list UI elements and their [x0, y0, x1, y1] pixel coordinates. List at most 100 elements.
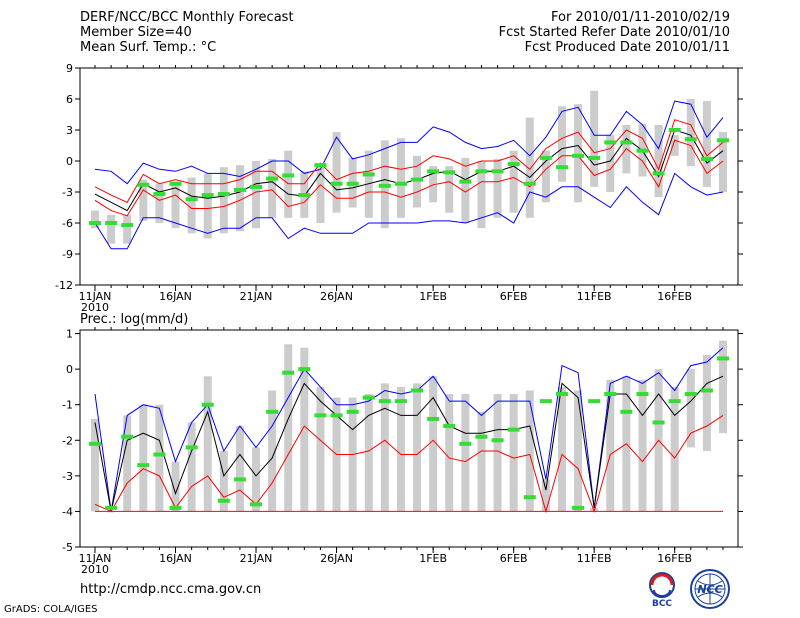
prec-spread-box [445, 394, 454, 512]
prec-spread-box [91, 418, 99, 512]
temp-spread-box [509, 150, 518, 213]
prec-spread-box [268, 390, 277, 512]
prec-observed-marker [89, 441, 101, 446]
prec-observed-marker [314, 413, 327, 418]
prec-spread-box [686, 369, 695, 448]
temp-spread-box [364, 150, 373, 218]
temp-spread-box [574, 104, 583, 203]
temp-spread-box [461, 157, 470, 223]
temp-frame [79, 67, 739, 286]
temp-observed-marker [411, 177, 424, 182]
prec-observed-marker [201, 402, 214, 407]
grads-credit: GrADS: COLA/IGES [4, 604, 98, 615]
prec-spread-box [219, 450, 228, 512]
prec-observed-marker [459, 441, 472, 446]
temp-observed-marker [555, 165, 568, 170]
prec-observed-marker [700, 388, 713, 393]
prec-observed-marker [185, 445, 198, 450]
temp-ytick-label: 3 [66, 124, 73, 137]
temp-xtick-label: 11FEB [577, 290, 612, 303]
temp-spread-box [155, 183, 164, 223]
temp-xtick-label: 26JAN [320, 290, 353, 303]
temp-ytick-label: 9 [66, 62, 73, 75]
prec-observed-marker [588, 399, 601, 404]
prec-spread-box [719, 340, 727, 434]
temp-observed-marker [717, 138, 729, 143]
prec-observed-marker [250, 502, 263, 507]
prec-spread-box [139, 404, 148, 512]
temp-observed-marker [153, 192, 166, 197]
prec-spread-box [638, 379, 647, 512]
prec-spread-box [300, 347, 309, 512]
temp-ytick-label: -9 [62, 248, 73, 261]
prec-observed-marker [121, 434, 134, 439]
prec-frame [79, 329, 739, 548]
prec-observed-marker [362, 395, 375, 400]
temp-spread-box [445, 166, 454, 213]
temp-spread-box [268, 158, 277, 218]
temp-spread-box [525, 117, 534, 218]
temp-spread-box [332, 132, 341, 213]
prec-observed-marker [572, 505, 585, 510]
temp-xtick-label: 11JAN [79, 290, 112, 303]
temp-spread-box [139, 179, 148, 221]
temp-spread-box [235, 165, 244, 232]
temp-observed-marker [266, 176, 279, 181]
temp-observed-marker [572, 153, 585, 158]
temp-ytick-label: -6 [62, 217, 73, 230]
prec-spread-box [187, 422, 196, 512]
prec-spread-box [396, 386, 405, 512]
prec-observed-marker [684, 392, 697, 397]
prec-observed-marker [636, 392, 649, 397]
prec-spread-box [461, 394, 470, 512]
source-url[interactable]: http://cmdp.ncc.cma.gov.cn [80, 582, 262, 597]
prec-spread-box [123, 415, 132, 512]
prec-xtick-label: 16FEB [657, 552, 692, 565]
prec-ytick-label: -1 [62, 399, 73, 412]
prec-observed-marker [411, 388, 424, 393]
prec-observed-marker [652, 420, 665, 425]
temp-ytick-label: -3 [62, 186, 73, 199]
temp-spread-box [654, 124, 663, 198]
prec-observed-marker [475, 434, 488, 439]
temp-series-min [94, 172, 724, 250]
temp-observed-marker [346, 181, 359, 186]
temp-ytick-label: 0 [66, 155, 73, 168]
temp-spread-box [187, 177, 196, 234]
temp-xtick-label: 16FEB [657, 290, 692, 303]
temp-series-upper [94, 119, 724, 203]
prec-spread-box [155, 404, 164, 512]
prec-observed-marker [378, 399, 391, 404]
temp-spread-box [413, 155, 422, 208]
ncc-logo-text: NCC [697, 583, 722, 596]
temp-observed-marker [652, 171, 665, 176]
prec-observed-marker [717, 356, 729, 361]
temp-observed-marker [282, 173, 295, 178]
prec-ytick-label: -3 [62, 470, 73, 483]
prec-spread-box [284, 344, 293, 512]
temp-observed-marker [523, 181, 536, 186]
bcc-logo-icon: BCC [649, 572, 675, 608]
prec-xtick-label: 16JAN [159, 552, 192, 565]
prec-observed-marker [427, 416, 440, 421]
temp-observed-marker [169, 181, 182, 186]
temp-observed-marker [314, 163, 327, 168]
temp-spread-box [284, 150, 293, 218]
prec-spread-box [509, 394, 518, 512]
temp-observed-marker [588, 155, 601, 160]
prec-observed-marker [298, 367, 311, 372]
temp-observed-marker [620, 140, 633, 145]
temp-spread-box [702, 101, 711, 187]
temp-spread-box [477, 161, 486, 229]
prec-spread-box [557, 386, 566, 512]
temp-spread-box [606, 135, 615, 192]
prec-spread-box [203, 376, 212, 512]
temp-ytick-label: 6 [66, 93, 73, 106]
prec-observed-marker [346, 409, 359, 414]
temp-xtick-label: 6FEB [500, 290, 528, 303]
precip-title: Prec.: log(mm/d) [80, 312, 188, 327]
prec-xtick-sublabel: 2010 [81, 563, 109, 576]
prec-spread-box [525, 390, 534, 512]
